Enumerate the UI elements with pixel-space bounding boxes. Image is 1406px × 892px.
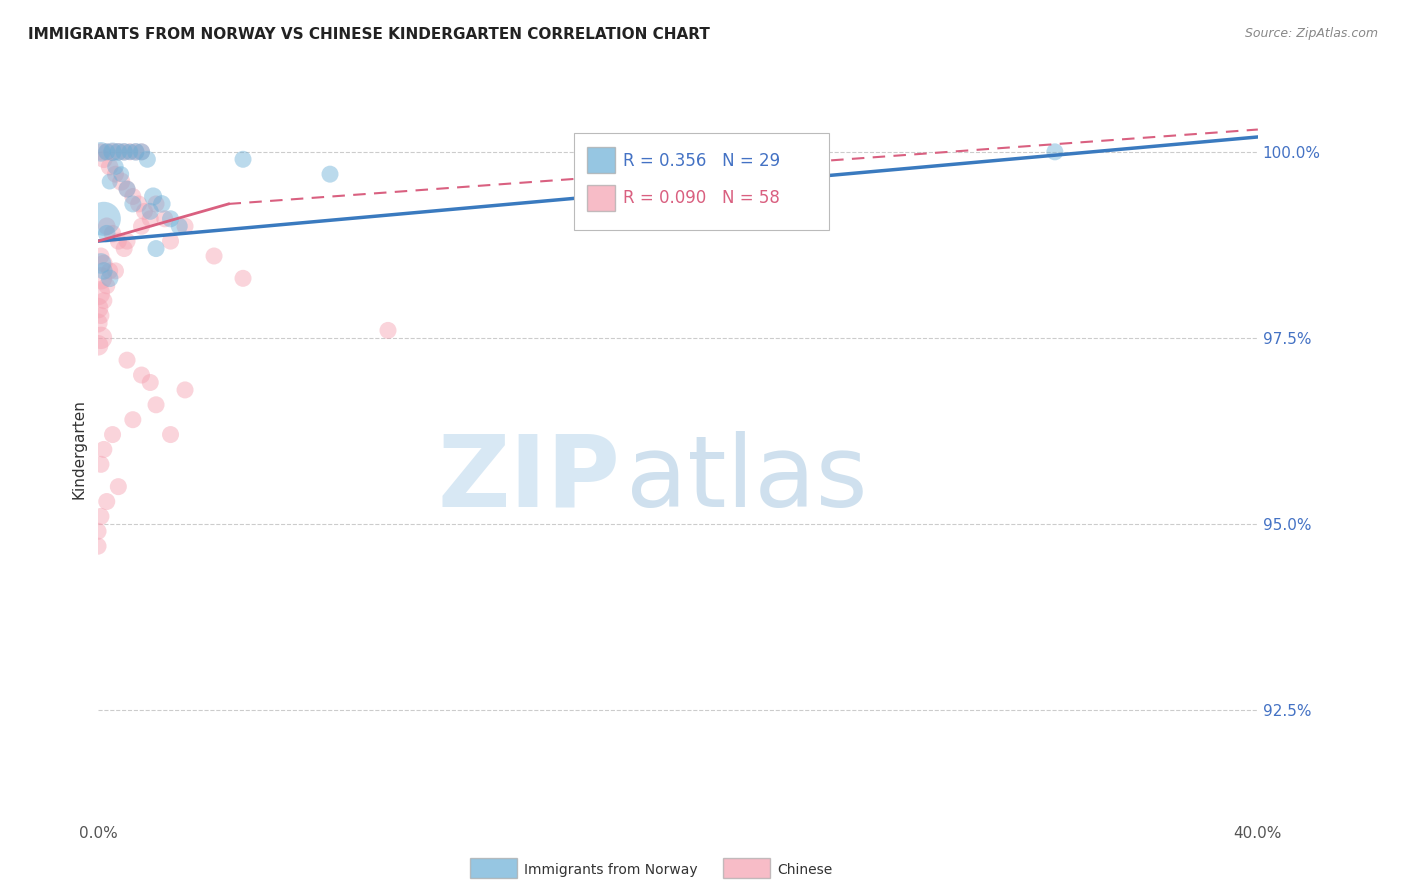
Point — [112, 242, 135, 256]
Point — [232, 271, 254, 285]
Point — [134, 204, 156, 219]
Point — [128, 197, 150, 211]
Point — [107, 145, 129, 159]
Point — [136, 153, 159, 167]
Point — [93, 264, 115, 278]
Point — [118, 145, 141, 159]
Point — [107, 234, 129, 248]
Point — [90, 309, 112, 323]
Point — [90, 145, 112, 159]
Point — [87, 524, 110, 539]
Point — [377, 323, 399, 337]
Point — [90, 458, 112, 472]
Point — [115, 234, 138, 248]
Point — [159, 234, 181, 248]
Point — [87, 301, 110, 315]
Point — [139, 211, 162, 226]
Point — [110, 175, 132, 189]
Point — [90, 256, 112, 270]
Point — [90, 249, 112, 263]
Point — [93, 153, 115, 167]
Point — [90, 271, 112, 285]
Point — [159, 427, 181, 442]
Point — [150, 197, 173, 211]
Point — [96, 278, 118, 293]
Text: Source: ZipAtlas.com: Source: ZipAtlas.com — [1244, 27, 1378, 40]
Point — [145, 197, 167, 211]
Point — [121, 189, 143, 203]
Point — [93, 256, 115, 270]
Point — [87, 316, 110, 330]
Point — [87, 338, 110, 352]
Y-axis label: Kindergarten: Kindergarten — [72, 400, 86, 500]
Point — [159, 211, 181, 226]
Point — [90, 331, 112, 345]
Point — [101, 145, 124, 159]
Point — [696, 145, 718, 159]
Point — [131, 145, 153, 159]
Point — [112, 145, 135, 159]
Point — [118, 145, 141, 159]
Point — [87, 286, 110, 301]
Point — [93, 211, 115, 226]
FancyBboxPatch shape — [574, 133, 828, 230]
Point — [145, 398, 167, 412]
Point — [139, 376, 162, 390]
Point — [98, 175, 121, 189]
Point — [93, 293, 115, 308]
Point — [96, 227, 118, 241]
Point — [121, 197, 143, 211]
Point — [93, 442, 115, 457]
Point — [153, 211, 176, 226]
Point — [167, 219, 190, 234]
Point — [131, 145, 153, 159]
Point — [87, 539, 110, 553]
Text: R = 0.356   N = 29: R = 0.356 N = 29 — [623, 152, 780, 169]
Point — [145, 242, 167, 256]
Point — [121, 413, 143, 427]
Point — [125, 145, 148, 159]
Text: R = 0.090   N = 58: R = 0.090 N = 58 — [623, 189, 780, 207]
Point — [202, 249, 225, 263]
Point — [98, 264, 121, 278]
Point — [90, 145, 112, 159]
FancyBboxPatch shape — [588, 185, 616, 211]
Point — [96, 145, 118, 159]
Point — [96, 494, 118, 508]
Point — [101, 145, 124, 159]
Point — [115, 182, 138, 196]
Point — [232, 153, 254, 167]
Text: IMMIGRANTS FROM NORWAY VS CHINESE KINDERGARTEN CORRELATION CHART: IMMIGRANTS FROM NORWAY VS CHINESE KINDER… — [28, 27, 710, 42]
Point — [104, 264, 127, 278]
Text: atlas: atlas — [626, 431, 868, 528]
Point — [319, 167, 342, 181]
Point — [1043, 145, 1066, 159]
Point — [96, 145, 118, 159]
Point — [131, 219, 153, 234]
Text: Immigrants from Norway: Immigrants from Norway — [524, 863, 697, 877]
Text: ZIP: ZIP — [437, 431, 620, 528]
Point — [115, 353, 138, 368]
Point — [101, 227, 124, 241]
Point — [104, 167, 127, 181]
FancyBboxPatch shape — [588, 147, 616, 173]
Point — [104, 160, 127, 174]
Point — [90, 509, 112, 524]
Point — [174, 219, 197, 234]
Point — [139, 204, 162, 219]
Point — [110, 167, 132, 181]
Point — [101, 427, 124, 442]
Point — [125, 145, 148, 159]
Point — [174, 383, 197, 397]
Point — [112, 145, 135, 159]
Point — [107, 480, 129, 494]
Point — [115, 182, 138, 196]
Point — [131, 368, 153, 382]
Point — [98, 160, 121, 174]
Point — [96, 219, 118, 234]
Point — [98, 271, 121, 285]
Point — [107, 145, 129, 159]
Text: Chinese: Chinese — [778, 863, 832, 877]
Point — [142, 189, 165, 203]
